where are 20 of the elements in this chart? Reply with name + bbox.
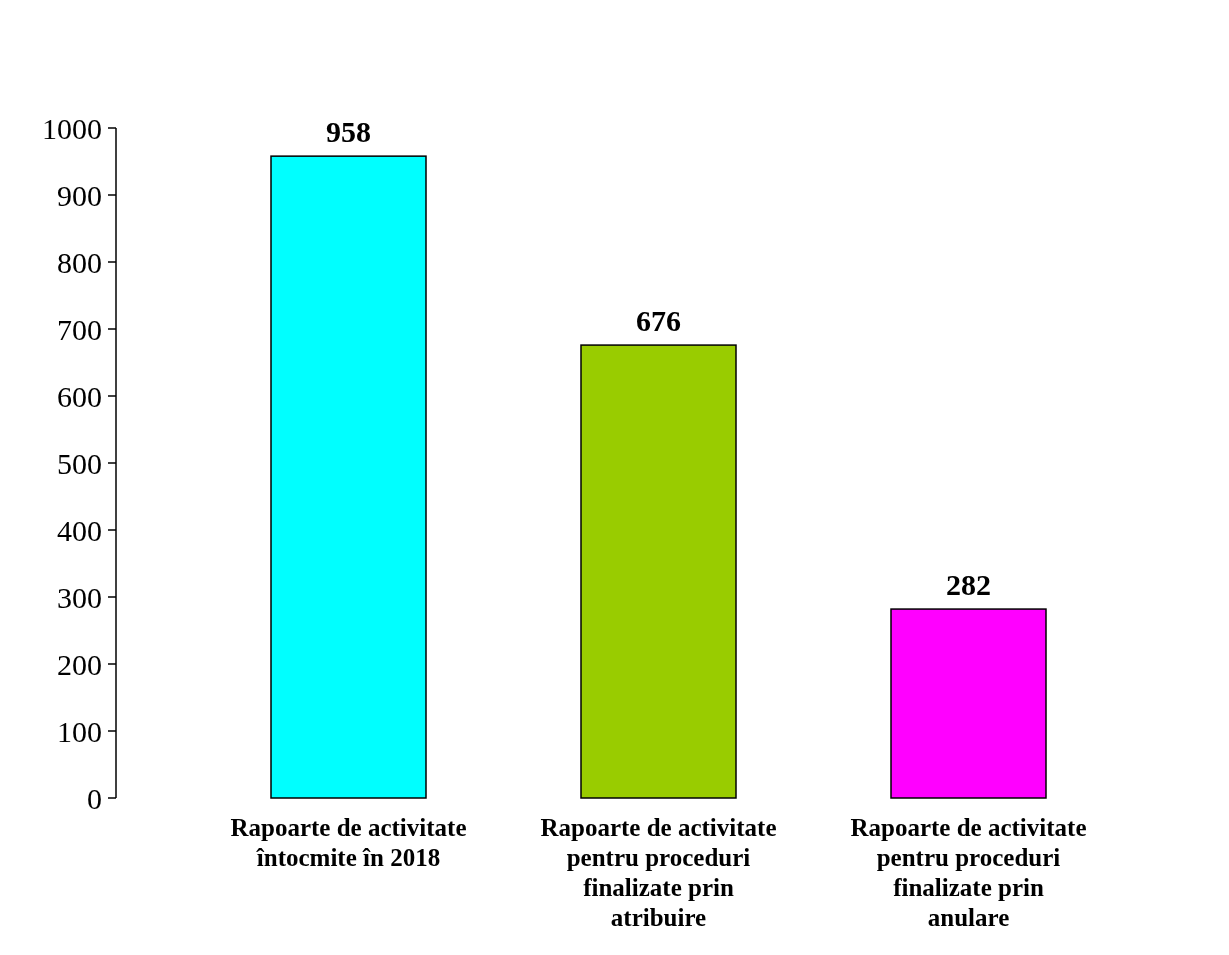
y-tick-label: 500 bbox=[57, 446, 102, 480]
bar bbox=[890, 608, 1047, 799]
y-tick-label: 100 bbox=[57, 714, 102, 748]
data-label: 676 bbox=[636, 304, 681, 338]
y-tick-label: 900 bbox=[57, 178, 102, 212]
y-tick-label: 600 bbox=[57, 379, 102, 413]
data-label: 958 bbox=[326, 115, 371, 149]
y-tick-label: 0 bbox=[87, 781, 102, 815]
y-tick-label: 200 bbox=[57, 647, 102, 681]
y-tick-label: 1000 bbox=[42, 111, 102, 145]
y-tick-label: 800 bbox=[57, 245, 102, 279]
data-label: 282 bbox=[946, 568, 991, 602]
bar bbox=[580, 344, 737, 799]
y-tick-label: 400 bbox=[57, 513, 102, 547]
x-tick-label: Rapoarte de activitate întocmite în 2018 bbox=[230, 814, 467, 871]
x-tick-label: Rapoarte de activitate pentru proceduri finalizate prin anulare bbox=[850, 814, 1087, 931]
bar bbox=[270, 155, 427, 799]
y-tick-label: 300 bbox=[57, 580, 102, 614]
y-tick-label: 700 bbox=[57, 312, 102, 346]
x-tick-label: Rapoarte de activitate pentru proceduri finalizate prin atribuire bbox=[540, 814, 777, 931]
